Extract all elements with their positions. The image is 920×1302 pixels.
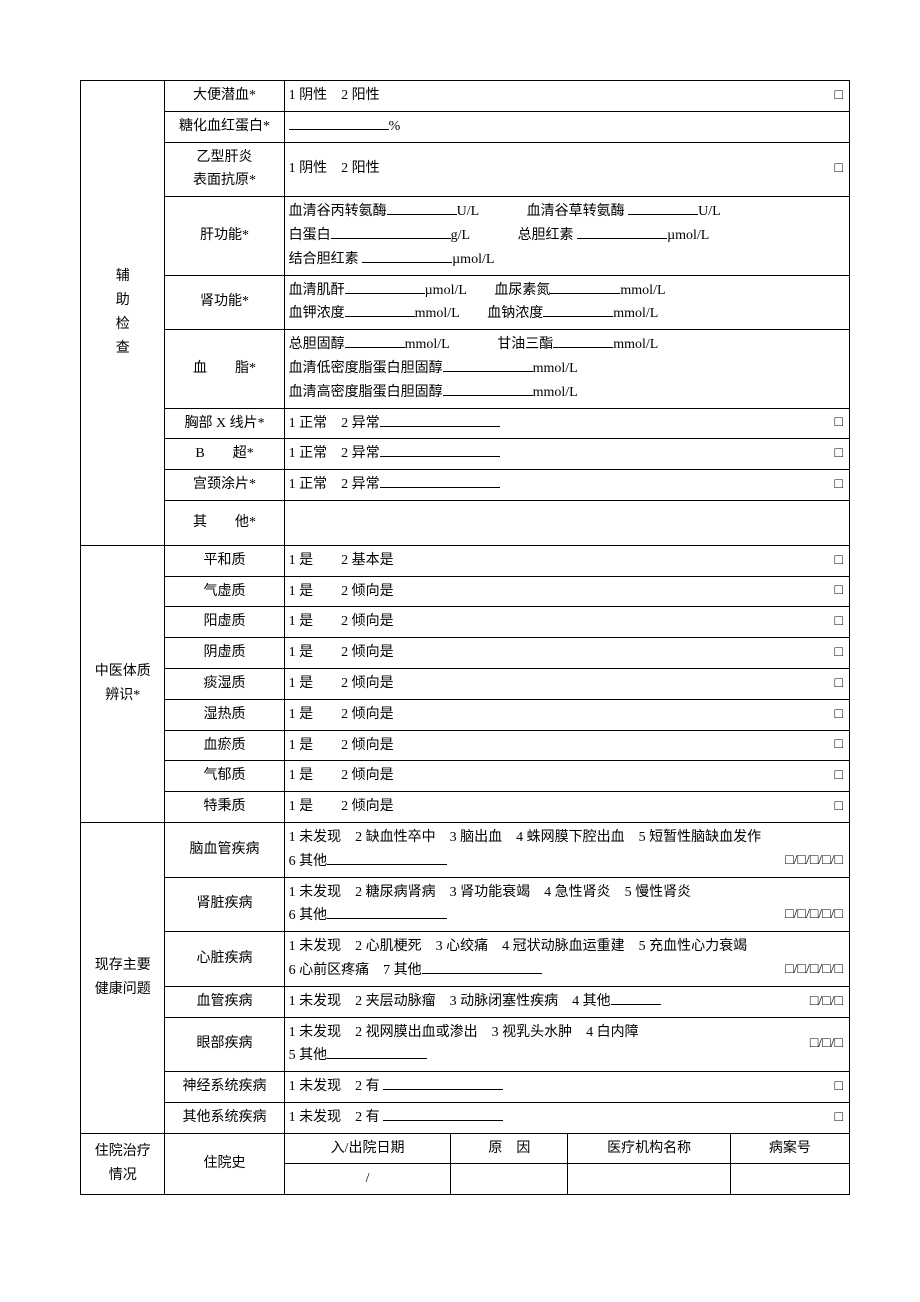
checkbox-tcm-0[interactable]: □ <box>835 549 843 573</box>
col-hosp-reason: 原 因 <box>451 1133 568 1164</box>
label-tcm-6: 血瘀质 <box>165 730 284 761</box>
section-tcm: 中医体质辨识* <box>81 545 165 822</box>
medical-form-table: 辅助检查 大便潜血* 1 阴性 2 阳性 □ 糖化血红蛋白* % 乙型肝炎表面抗… <box>80 80 850 1195</box>
value-eye[interactable]: 1 未发现 2 视网膜出血或渗出 3 视乳头水肿 4 白内障 5 其他 □/□/… <box>284 1017 849 1072</box>
label-renal: 肾脏疾病 <box>165 877 284 932</box>
label-eye: 眼部疾病 <box>165 1017 284 1072</box>
label-tcm-3: 阴虚质 <box>165 638 284 669</box>
checkbox-tcm-8[interactable]: □ <box>835 795 843 819</box>
value-tcm-5[interactable]: 1 是 2 倾向是□ <box>284 699 849 730</box>
label-lipid: 血 脂* <box>165 330 284 408</box>
label-bscan: B 超* <box>165 439 284 470</box>
value-hosp-date[interactable]: / <box>284 1164 451 1195</box>
label-vascular: 血管疾病 <box>165 986 284 1017</box>
value-tcm-2[interactable]: 1 是 2 倾向是□ <box>284 607 849 638</box>
section-aux-exam: 辅助检查 <box>81 81 165 546</box>
options-hbsag: 1 阴性 2 阳性 <box>289 161 380 176</box>
checkbox-tcm-1[interactable]: □ <box>835 580 843 604</box>
label-tcm-2: 阳虚质 <box>165 607 284 638</box>
section-hospital: 住院治疗情况 <box>81 1133 165 1195</box>
checkbox-tcm-3[interactable]: □ <box>835 641 843 665</box>
value-tcm-0[interactable]: 1 是 2 基本是□ <box>284 545 849 576</box>
value-tcm-4[interactable]: 1 是 2 倾向是□ <box>284 668 849 699</box>
label-hba1c: 糖化血红蛋白* <box>165 111 284 142</box>
checkbox-tcm-6[interactable]: □ <box>835 734 843 758</box>
checkbox-cardiac[interactable]: □/□/□/□/□ <box>785 958 843 982</box>
label-aux-other: 其 他* <box>165 500 284 545</box>
value-hosp-caseno[interactable] <box>730 1164 849 1195</box>
value-liver[interactable]: 血清谷丙转氨酶U/L 血清谷草转氨酶 U/L 白蛋白g/L 总胆红素 µmol/… <box>284 197 849 275</box>
col-hosp-date: 入/出院日期 <box>284 1133 451 1164</box>
value-tcm-3[interactable]: 1 是 2 倾向是□ <box>284 638 849 669</box>
col-hosp-caseno: 病案号 <box>730 1133 849 1164</box>
checkbox-tcm-5[interactable]: □ <box>835 703 843 727</box>
checkbox-tcm-7[interactable]: □ <box>835 764 843 788</box>
value-hosp-org[interactable] <box>568 1164 730 1195</box>
checkbox-renal[interactable]: □/□/□/□/□ <box>785 903 843 927</box>
value-cerebro[interactable]: 1 未发现 2 缺血性卒中 3 脑出血 4 蛛网膜下腔出血 5 短暂性脑缺血发作… <box>284 822 849 877</box>
value-chest[interactable]: 1 正常 2 异常 □ <box>284 408 849 439</box>
label-tcm-7: 气郁质 <box>165 761 284 792</box>
label-liver: 肝功能* <box>165 197 284 275</box>
label-tcm-0: 平和质 <box>165 545 284 576</box>
checkbox-vascular[interactable]: □/□/□ <box>810 990 843 1014</box>
label-hbsag: 乙型肝炎表面抗原* <box>165 142 284 197</box>
label-tcm-1: 气虚质 <box>165 576 284 607</box>
value-vascular[interactable]: 1 未发现 2 夹层动脉瘤 3 动脉闭塞性疾病 4 其他 □/□/□ <box>284 986 849 1017</box>
label-stool: 大便潜血* <box>165 81 284 112</box>
value-aux-other[interactable] <box>284 500 849 545</box>
value-tcm-1[interactable]: 1 是 2 倾向是□ <box>284 576 849 607</box>
checkbox-chest[interactable]: □ <box>835 412 843 436</box>
value-tcm-6[interactable]: 1 是 2 倾向是□ <box>284 730 849 761</box>
label-tcm-8: 特秉质 <box>165 792 284 823</box>
value-cardiac[interactable]: 1 未发现 2 心肌梗死 3 心绞痛 4 冠状动脉血运重建 5 充血性心力衰竭 … <box>284 932 849 987</box>
label-neuro: 神经系统疾病 <box>165 1072 284 1103</box>
label-other-sys: 其他系统疾病 <box>165 1102 284 1133</box>
label-chest: 胸部 X 线片* <box>165 408 284 439</box>
section-health: 现存主要健康问题 <box>81 822 165 1133</box>
label-pap: 宫颈涂片* <box>165 470 284 501</box>
checkbox-hbsag[interactable]: □ <box>835 157 843 181</box>
label-tcm-4: 痰湿质 <box>165 668 284 699</box>
checkbox-stool[interactable]: □ <box>835 84 843 108</box>
label-cerebro: 脑血管疾病 <box>165 822 284 877</box>
checkbox-other-sys[interactable]: □ <box>835 1106 843 1130</box>
checkbox-neuro[interactable]: □ <box>835 1075 843 1099</box>
checkbox-bscan[interactable]: □ <box>835 442 843 466</box>
value-lipid[interactable]: 总胆固醇mmol/L 甘油三酯mmol/L 血清低密度脂蛋白胆固醇mmol/L … <box>284 330 849 408</box>
value-hosp-reason[interactable] <box>451 1164 568 1195</box>
value-stool[interactable]: 1 阴性 2 阳性 □ <box>284 81 849 112</box>
value-tcm-7[interactable]: 1 是 2 倾向是□ <box>284 761 849 792</box>
checkbox-pap[interactable]: □ <box>835 473 843 497</box>
value-neuro[interactable]: 1 未发现 2 有 □ <box>284 1072 849 1103</box>
value-kidney[interactable]: 血清肌酐µmol/L 血尿素氮mmol/L 血钾浓度mmol/L 血钠浓度mmo… <box>284 275 849 330</box>
value-bscan[interactable]: 1 正常 2 异常 □ <box>284 439 849 470</box>
checkbox-tcm-2[interactable]: □ <box>835 610 843 634</box>
value-tcm-8[interactable]: 1 是 2 倾向是□ <box>284 792 849 823</box>
value-pap[interactable]: 1 正常 2 异常 □ <box>284 470 849 501</box>
label-kidney: 肾功能* <box>165 275 284 330</box>
label-tcm-5: 湿热质 <box>165 699 284 730</box>
value-hbsag[interactable]: 1 阴性 2 阳性 □ <box>284 142 849 197</box>
value-hba1c[interactable]: % <box>284 111 849 142</box>
value-renal[interactable]: 1 未发现 2 糖尿病肾病 3 肾功能衰竭 4 急性肾炎 5 慢性肾炎 6 其他… <box>284 877 849 932</box>
label-cardiac: 心脏疾病 <box>165 932 284 987</box>
checkbox-tcm-4[interactable]: □ <box>835 672 843 696</box>
value-other-sys[interactable]: 1 未发现 2 有 □ <box>284 1102 849 1133</box>
col-hosp-org: 医疗机构名称 <box>568 1133 730 1164</box>
checkbox-eye[interactable]: □/□/□ <box>810 1032 843 1056</box>
checkbox-cerebro[interactable]: □/□/□/□/□ <box>785 849 843 873</box>
options-stool: 1 阴性 2 阳性 <box>289 88 380 103</box>
unit-hba1c: % <box>389 119 401 134</box>
label-hosp-history: 住院史 <box>165 1133 284 1195</box>
